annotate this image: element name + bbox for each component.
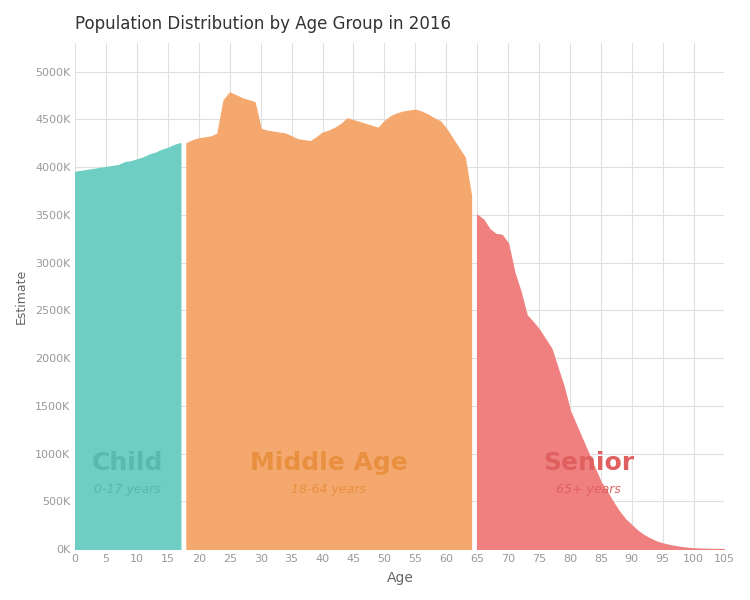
Text: 0-17 years: 0-17 years	[94, 484, 161, 496]
Y-axis label: Estimate: Estimate	[15, 268, 28, 323]
Text: 18-64 years: 18-64 years	[291, 484, 366, 496]
Text: 65+ years: 65+ years	[556, 484, 621, 496]
Text: Child: Child	[92, 451, 164, 475]
Text: Senior: Senior	[543, 451, 634, 475]
Text: Population Distribution by Age Group in 2016: Population Distribution by Age Group in …	[75, 15, 452, 33]
Text: Middle Age: Middle Age	[250, 451, 407, 475]
X-axis label: Age: Age	[386, 571, 413, 585]
